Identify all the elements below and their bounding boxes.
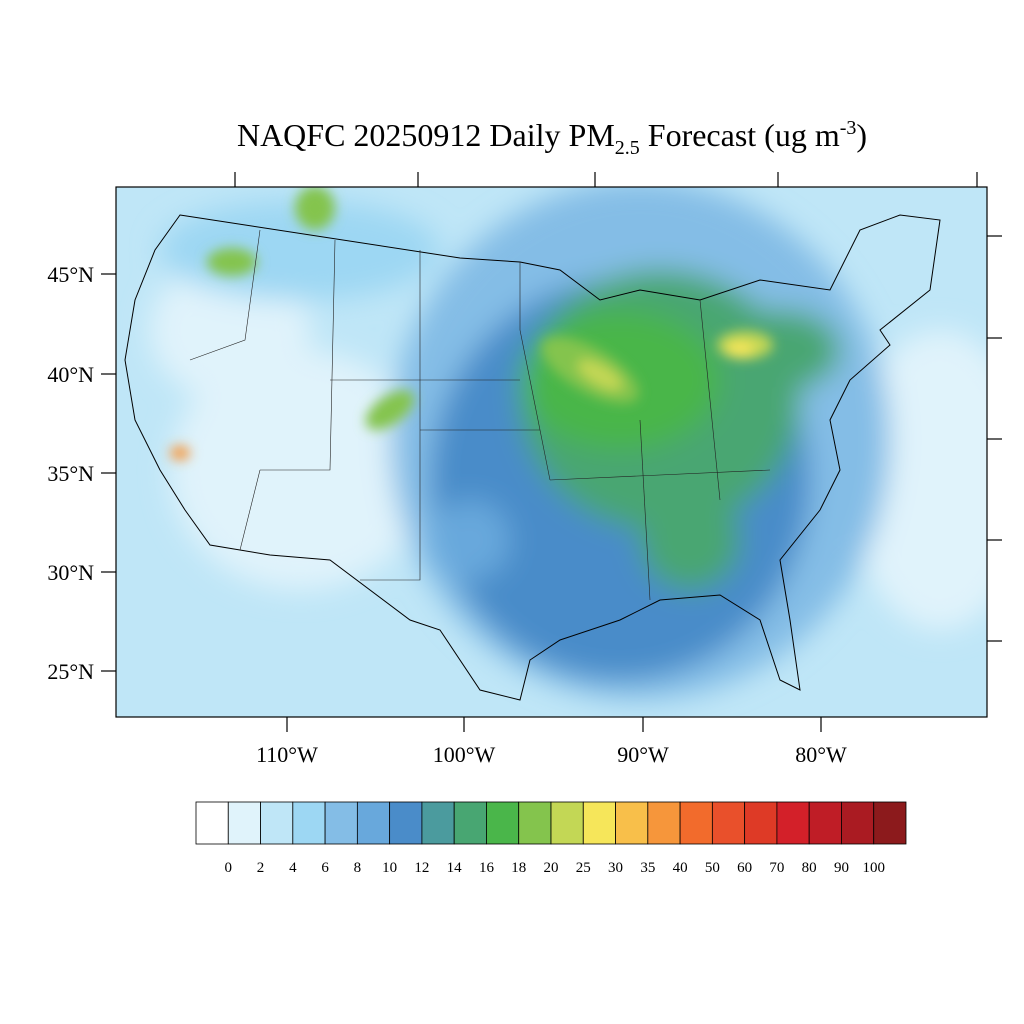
colorbar-label: 50: [705, 860, 720, 876]
colorbar-label: 90: [834, 860, 849, 876]
title-text: ): [856, 117, 867, 153]
colorbar-label: 6: [321, 860, 329, 876]
state-borders: [189, 229, 771, 601]
lat-label: 35°N: [47, 461, 94, 486]
colorbar-label: 2: [257, 860, 265, 876]
lat-label: 40°N: [47, 362, 94, 387]
title: NAQFC 20250912 Daily PM2.5 Forecast (ug …: [237, 117, 867, 159]
colorbar-box: [711, 801, 746, 845]
colorbar-label: 60: [737, 860, 752, 876]
coastline: [124, 214, 941, 701]
title-subscript: 2.5: [615, 137, 640, 159]
colorbar-label: 25: [576, 860, 591, 876]
lat-label: 45°N: [47, 262, 94, 287]
colorbar-label: 0: [225, 860, 233, 876]
colorbar-box: [292, 801, 326, 845]
lon-label: 90°W: [617, 742, 669, 767]
colorbar-label: 8: [354, 860, 362, 876]
colorbar-box: [808, 801, 842, 845]
colorbar-box: [195, 801, 229, 845]
lon-label: 80°W: [795, 742, 847, 767]
colorbar-label: 16: [479, 860, 495, 876]
colorbar-box: [873, 801, 907, 845]
colorbar-box: [453, 801, 487, 845]
map-field: [116, 187, 987, 717]
colorbar-label: 20: [544, 860, 559, 876]
title-superscript: -3: [840, 117, 857, 139]
colorbar-box: [744, 801, 778, 845]
colorbar: 0 2 4 6 8 10 12 14 16 18 20 25 30 35 40 50 60 70 80 90 100: [195, 801, 907, 876]
colorbar-box: [356, 801, 391, 845]
title-text: NAQFC 20250912 Daily PM: [237, 117, 615, 153]
colorbar-box: [389, 801, 423, 845]
colorbar-box: [582, 801, 616, 845]
colorbar-label: 4: [289, 860, 297, 876]
colorbar-label: 40: [673, 860, 688, 876]
colorbar-box: [776, 801, 810, 845]
colorbar-label: 12: [414, 860, 429, 876]
colorbar-box: [260, 801, 294, 845]
colorbar-box: [647, 801, 681, 845]
axis-labels: 45°N 40°N 35°N 30°N 25°N 110°W 100°W 90°W 80°W: [47, 262, 847, 767]
colorbar-box: [679, 801, 713, 845]
colorbar-label: 70: [769, 860, 784, 876]
lat-label: 30°N: [47, 560, 94, 585]
colorbar-label: 35: [640, 860, 655, 876]
title-text: Forecast (ug m: [640, 117, 840, 153]
frame-ticks: [101, 172, 1002, 732]
colorbar-box: [615, 801, 649, 845]
colorbar-box: [421, 801, 455, 845]
colorbar-box: [227, 801, 261, 845]
colorbar-box: [550, 801, 584, 845]
colorbar-label: 80: [802, 860, 817, 876]
lon-label: 110°W: [256, 742, 318, 767]
colorbar-label: 30: [608, 860, 623, 876]
colorbar-label: 100: [862, 860, 885, 876]
colorbar-label: 10: [382, 860, 397, 876]
plot-frame: [115, 186, 988, 718]
colorbar-box: [486, 801, 520, 845]
lon-label: 100°W: [433, 742, 496, 767]
colorbar-label: 18: [511, 860, 526, 876]
colorbar-label: 14: [447, 860, 463, 876]
colorbar-box: [841, 801, 875, 845]
lat-label: 25°N: [47, 659, 94, 684]
colorbar-box: [324, 801, 358, 845]
colorbar-box: [518, 801, 552, 845]
